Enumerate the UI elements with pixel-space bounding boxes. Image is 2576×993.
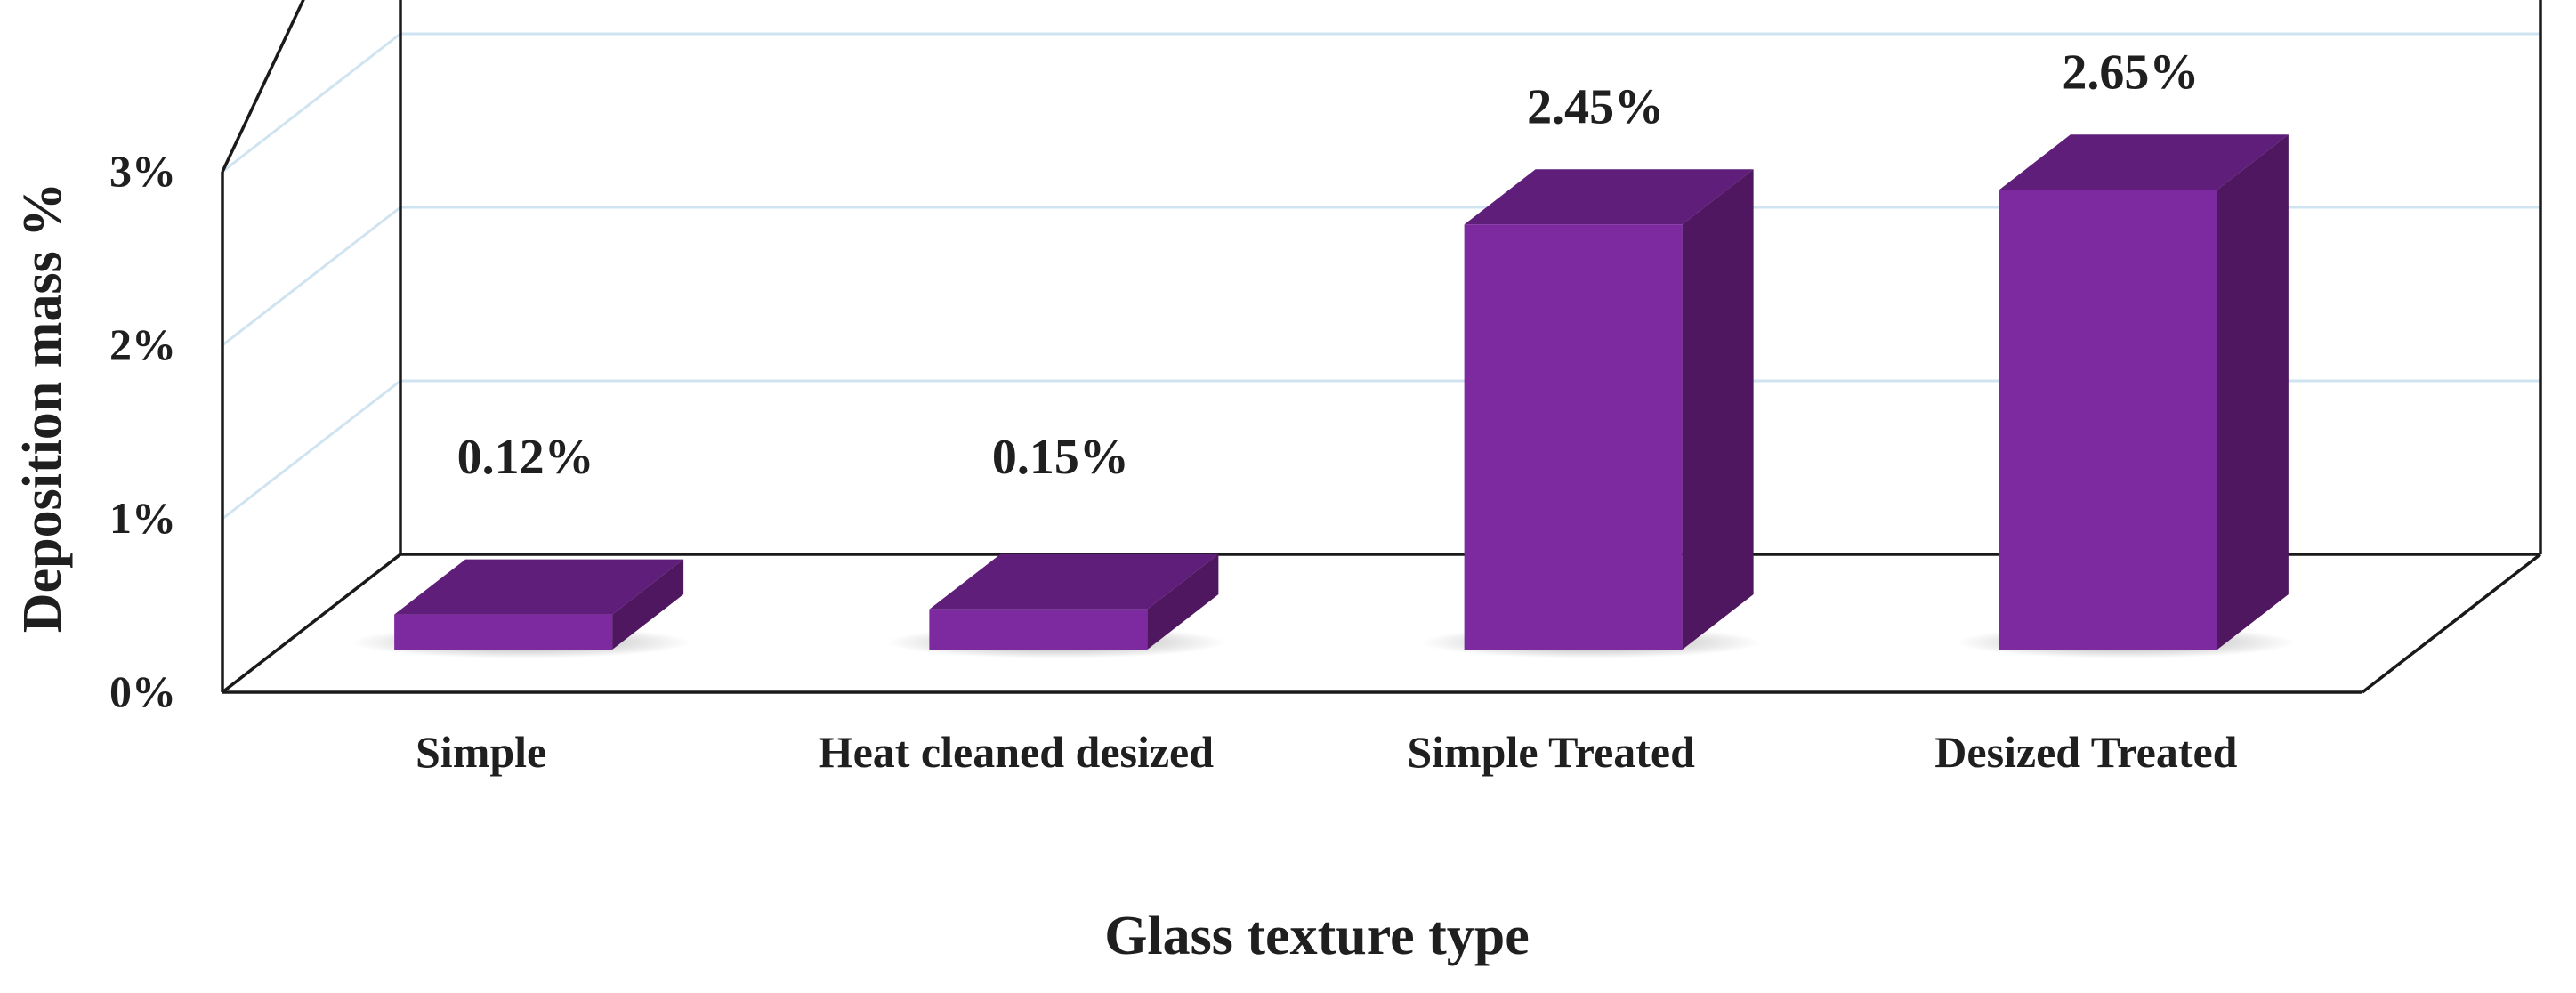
bar-top <box>394 559 684 615</box>
bar-side <box>1147 553 1219 650</box>
y-axis-title: Deposition mass % <box>12 182 73 633</box>
gridline-side-2 <box>222 206 401 347</box>
data-label: 2.65% <box>2062 44 2199 100</box>
bar-side <box>1682 169 1754 650</box>
bar-top <box>929 553 1219 610</box>
y-tick-label: 2% <box>109 319 176 369</box>
data-label: 0.12% <box>457 430 594 485</box>
x-axis-categories: Simple Heat cleaned desized Simple Treated… <box>416 727 2238 777</box>
data-labels: 0.12% 0.15% 2.45% 2.65% <box>457 44 2200 485</box>
bar-top <box>1464 169 1754 225</box>
bar-side <box>612 559 684 650</box>
category-label: Heat cleaned desized <box>819 727 1215 777</box>
bars <box>351 134 2297 658</box>
bar-top <box>1999 134 2289 190</box>
category-label: Simple Treated <box>1407 727 1695 777</box>
bar <box>394 614 613 650</box>
y-tick-label: 3% <box>109 146 176 196</box>
data-label: 2.45% <box>1527 79 1664 134</box>
gridline-side-1 <box>222 379 401 521</box>
bar <box>929 609 1148 650</box>
floor-right-edge <box>2361 553 2542 694</box>
bar <box>1464 224 1683 650</box>
data-label: 0.15% <box>992 430 1129 485</box>
floor-left-edge <box>221 553 402 694</box>
category-label: Desized Treated <box>1934 727 2237 777</box>
left-wall-top <box>221 0 305 173</box>
bar <box>1999 190 2217 650</box>
y-tick-label: 0% <box>109 666 176 716</box>
bar-side <box>2217 134 2289 650</box>
gridline-side-3 <box>222 32 401 174</box>
category-label: Simple <box>416 727 546 777</box>
y-tick-label: 1% <box>109 493 176 543</box>
y-axis-ticks: 0% 1% 2% 3% <box>109 146 176 716</box>
x-axis-title: Glass texture type <box>1104 906 1530 966</box>
